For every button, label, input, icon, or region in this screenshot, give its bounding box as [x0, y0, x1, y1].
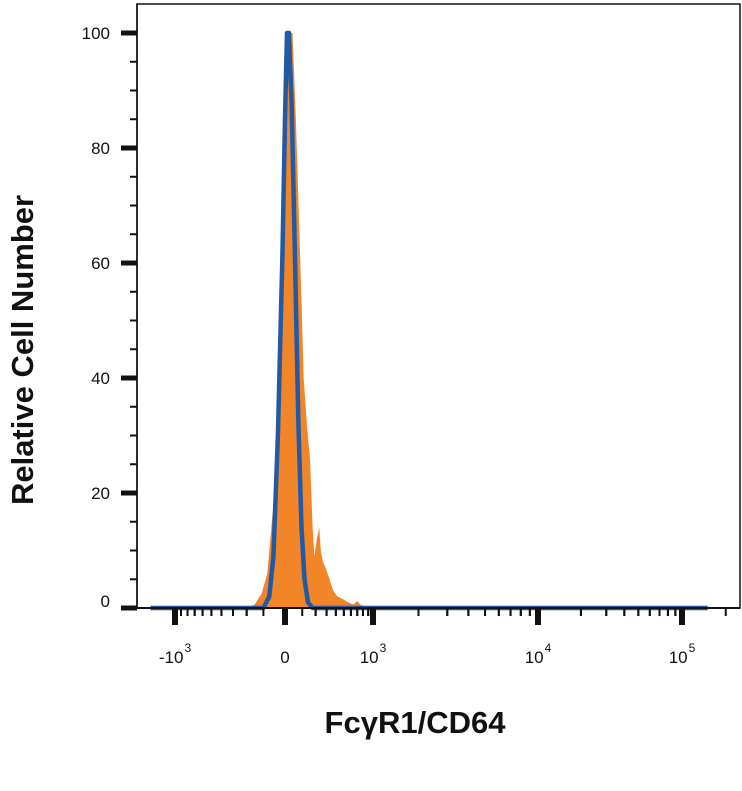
y-axis: 0 20 40 60 80 100 — [82, 4, 138, 611]
x-tick-label: -103 — [159, 641, 192, 667]
x-axis: -103 0 103 104 105 — [137, 607, 740, 667]
y-tick-label: 80 — [91, 139, 110, 158]
y-axis-title: Relative Cell Number — [5, 195, 40, 505]
series-0-filled-histogram — [150, 33, 708, 608]
x-tick-label: 103 — [360, 641, 387, 667]
x-axis-title: FcγR1/CD64 — [325, 705, 507, 740]
series-1-line-histogram — [150, 30, 708, 611]
x-tick-label: 105 — [669, 641, 696, 667]
x-tick-label: 0 — [280, 648, 289, 667]
y-tick-label: 0 — [101, 592, 110, 611]
plot-border — [136, 3, 741, 609]
y-tick-label: 100 — [82, 24, 110, 43]
y-tick-label: 60 — [91, 254, 110, 273]
y-tick-label: 20 — [91, 484, 110, 503]
plot-frame — [136, 3, 741, 609]
series-layer — [150, 30, 708, 611]
x-tick-label: 104 — [525, 641, 552, 667]
y-tick-label: 40 — [91, 369, 110, 388]
